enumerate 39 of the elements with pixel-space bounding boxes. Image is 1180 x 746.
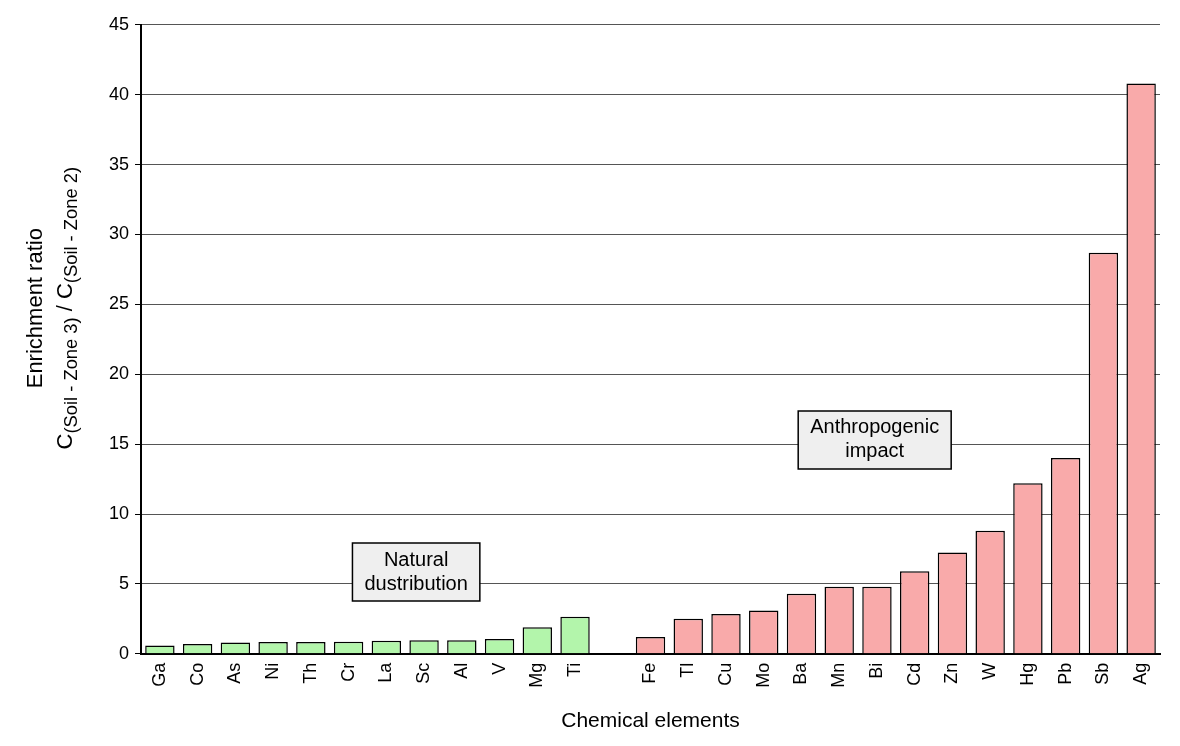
x-tick-label: Ag [1130, 662, 1151, 685]
y-tick-label: 35 [108, 153, 130, 174]
x-tick-label: Fe [639, 662, 660, 684]
y-tick-label: 5 [119, 572, 130, 593]
x-tick-label: Cr [337, 662, 358, 682]
x-tick-label: Mn [828, 662, 849, 688]
y-tick-label: 25 [108, 293, 130, 314]
x-tick-label: As [224, 662, 245, 684]
y-tick-label: 20 [108, 363, 130, 384]
y-tick-label: 0 [119, 642, 130, 663]
x-tick-label: W [979, 662, 1000, 680]
x-tick-label: Ni [262, 662, 283, 680]
y-tick-label: 40 [108, 83, 130, 104]
x-tick-label: Pb [1054, 662, 1075, 685]
annotation: Anthropogenic impact [810, 415, 940, 462]
x-tick-label: Th [299, 662, 320, 684]
y-tick-label: 10 [108, 502, 130, 523]
x-tick-label: Ti [564, 662, 584, 678]
annotation: Natural dustribution [364, 547, 468, 594]
x-axis-title: Chemical elements [561, 708, 740, 732]
x-tick-label: V [488, 662, 509, 675]
x-tick-label: Co [186, 662, 207, 686]
x-tick-label: Sc [413, 662, 434, 684]
x-tick-label: Bi [865, 662, 886, 679]
x-tick-label: Zn [941, 662, 962, 684]
x-tick-label: Cd [903, 662, 924, 686]
x-tick-label: Ba [790, 661, 811, 685]
x-tick-label: Hg [1016, 662, 1037, 686]
x-tick-label: Mg [526, 662, 547, 688]
x-tick-label: Al [450, 662, 471, 679]
y-tick-label: 30 [108, 223, 130, 244]
y-tick-label: 15 [108, 433, 130, 454]
x-tick-label: Mo [752, 662, 773, 688]
x-tick-label: Cu [714, 662, 735, 686]
x-tick-label: Tl [677, 662, 698, 678]
x-tick-label: Ga [148, 661, 169, 687]
x-tick-label: Sb [1092, 662, 1113, 685]
x-tick-label: La [375, 661, 396, 683]
y-tick-label: 45 [108, 13, 130, 34]
